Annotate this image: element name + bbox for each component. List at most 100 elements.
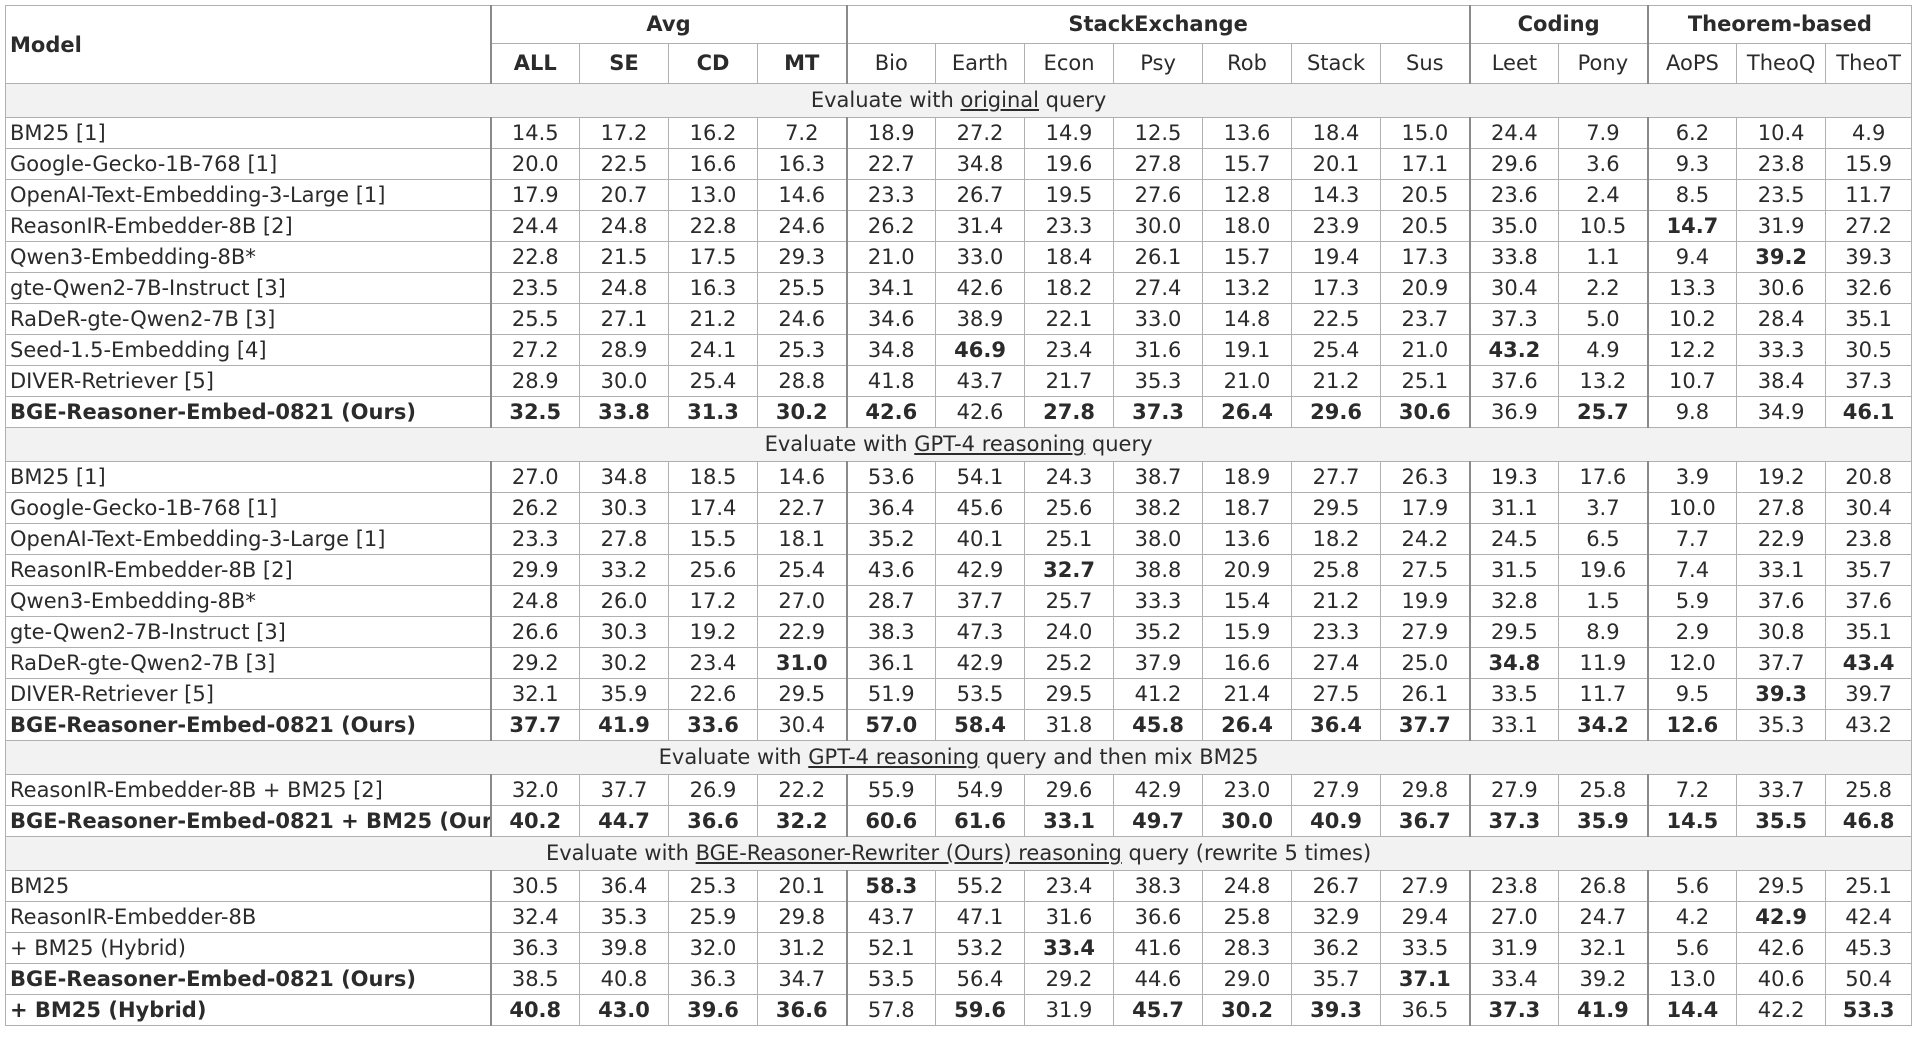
score-cell: 40.6: [1736, 963, 1827, 995]
score-cell: 11.7: [1825, 179, 1913, 211]
score-cell: 36.4: [846, 492, 937, 524]
score-cell: 2.4: [1558, 179, 1649, 211]
score-cell: 39.3: [1825, 241, 1913, 273]
score-cell: 58.3: [846, 870, 937, 902]
score-cell: 10.4: [1736, 117, 1827, 149]
score-cell: 31.0: [756, 647, 848, 679]
score-cell: 24.6: [756, 303, 848, 335]
score-cell: 37.7: [1380, 709, 1471, 741]
score-cell: 40.8: [490, 994, 580, 1026]
model-name-cell: OpenAI-Text-Embedding-3-Large [1]: [5, 523, 492, 555]
score-cell: 28.9: [579, 334, 669, 366]
score-cell: 36.3: [490, 932, 580, 964]
score-cell: 30.6: [1736, 272, 1827, 304]
table-row: BGE-Reasoner-Embed-0821 (Ours) 32.5 33.8 31…: [5, 396, 1913, 428]
score-cell: 29.8: [756, 901, 848, 933]
score-cell: 42.6: [1736, 932, 1827, 964]
score-cell: 5.9: [1647, 585, 1738, 617]
score-cell: 26.9: [668, 774, 758, 806]
score-cell: 43.7: [935, 365, 1026, 397]
column-header-rob: Rob: [1202, 43, 1293, 84]
score-cell: 47.3: [935, 616, 1026, 648]
score-cell: 29.4: [1380, 901, 1471, 933]
score-cell: 27.9: [1469, 774, 1560, 806]
score-cell: 30.4: [1469, 272, 1560, 304]
score-cell: 22.1: [1024, 303, 1115, 335]
score-cell: 33.1: [1024, 805, 1115, 837]
score-cell: 15.4: [1202, 585, 1293, 617]
score-cell: 19.2: [1736, 461, 1827, 493]
score-cell: 35.2: [846, 523, 937, 555]
score-cell: 25.6: [668, 554, 758, 586]
score-cell: 55.2: [935, 870, 1026, 902]
score-cell: 20.1: [756, 870, 848, 902]
score-cell: 42.9: [1113, 774, 1204, 806]
score-cell: 27.8: [1024, 396, 1115, 428]
score-cell: 54.9: [935, 774, 1026, 806]
score-cell: 38.2: [1113, 492, 1204, 524]
score-cell: 32.2: [756, 805, 848, 837]
score-cell: 38.3: [1113, 870, 1204, 902]
score-cell: 30.5: [490, 870, 580, 902]
score-cell: 37.9: [1113, 647, 1204, 679]
group-header-stackexchange: StackExchange: [846, 5, 1471, 44]
model-name-cell: BM25 [1]: [5, 461, 492, 493]
score-cell: 11.9: [1558, 647, 1649, 679]
score-cell: 31.3: [668, 396, 758, 428]
score-cell: 23.3: [1291, 616, 1382, 648]
score-cell: 27.4: [1113, 272, 1204, 304]
model-name-cell: RaDeR-gte-Qwen2-7B [3]: [5, 647, 492, 679]
score-cell: 15.7: [1202, 148, 1293, 180]
score-cell: 24.8: [490, 585, 580, 617]
table-row: ReasonIR-Embedder-8B [2] 29.9 33.2 25.6 25.4…: [5, 554, 1913, 586]
column-header-all: ALL: [490, 43, 580, 84]
score-cell: 32.7: [1024, 554, 1115, 586]
score-cell: 33.3: [1736, 334, 1827, 366]
score-cell: 34.8: [846, 334, 937, 366]
model-name-cell: BM25 [1]: [5, 117, 492, 149]
score-cell: 27.0: [1469, 901, 1560, 933]
score-cell: 35.9: [1558, 805, 1649, 837]
section-header-row: Evaluate with GPT-4 reasoning query and …: [4, 740, 1913, 775]
score-cell: 21.2: [1291, 365, 1382, 397]
section-title-underlined: original: [960, 88, 1039, 112]
score-cell: 33.1: [1469, 709, 1560, 741]
column-header-stack: Stack: [1291, 43, 1382, 84]
score-cell: 15.7: [1202, 241, 1293, 273]
score-cell: 22.2: [756, 774, 848, 806]
score-cell: 13.3: [1647, 272, 1738, 304]
model-name-cell: gte-Qwen2-7B-Instruct [3]: [5, 272, 492, 304]
score-cell: 23.0: [1202, 774, 1293, 806]
score-cell: 24.8: [579, 272, 669, 304]
model-name-cell: BGE-Reasoner-Embed-0821 (Ours): [5, 709, 492, 741]
score-cell: 42.9: [935, 647, 1026, 679]
section-title: Evaluate with BGE-Reasoner-Rewriter (Our…: [4, 836, 1913, 871]
score-cell: 58.4: [935, 709, 1026, 741]
section-title-underlined: GPT-4 reasoning: [914, 432, 1086, 456]
group-header-avg: Avg: [489, 5, 848, 44]
score-cell: 2.2: [1558, 272, 1649, 304]
score-cell: 21.5: [579, 241, 669, 273]
score-cell: 31.6: [1024, 901, 1115, 933]
score-cell: 41.9: [1558, 994, 1649, 1026]
score-cell: 36.7: [1380, 805, 1471, 837]
column-header-theoq: TheoQ: [1736, 43, 1827, 84]
score-cell: 27.8: [1736, 492, 1827, 524]
section-title: Evaluate with GPT-4 reasoning query: [4, 427, 1913, 462]
score-cell: 22.5: [1291, 303, 1382, 335]
score-cell: 55.9: [846, 774, 937, 806]
score-cell: 25.5: [490, 303, 580, 335]
score-cell: 29.5: [1469, 616, 1560, 648]
score-cell: 38.7: [1113, 461, 1204, 493]
score-cell: 28.3: [1202, 932, 1293, 964]
table-row: Google-Gecko-1B-768 [1] 26.2 30.3 17.4 22.7 3…: [5, 492, 1913, 524]
score-cell: 23.4: [668, 647, 758, 679]
model-name-cell: RaDeR-gte-Qwen2-7B [3]: [5, 303, 492, 335]
score-cell: 29.9: [490, 554, 580, 586]
score-cell: 38.5: [490, 963, 580, 995]
score-cell: 32.8: [1469, 585, 1560, 617]
score-cell: 23.6: [1469, 179, 1560, 211]
score-cell: 35.7: [1825, 554, 1913, 586]
score-cell: 42.9: [935, 554, 1026, 586]
score-cell: 30.3: [579, 492, 669, 524]
